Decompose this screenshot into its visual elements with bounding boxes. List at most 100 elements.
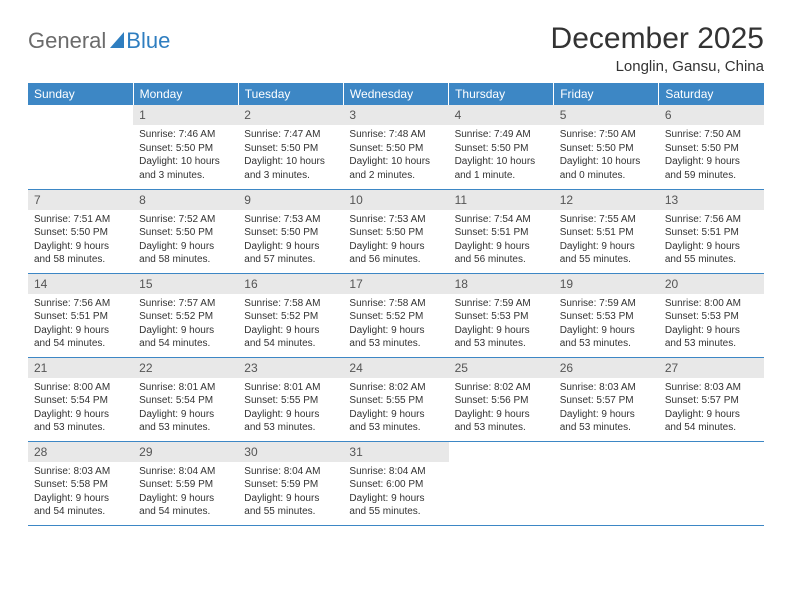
calendar-day-cell: 3Sunrise: 7:48 AMSunset: 5:50 PMDaylight… xyxy=(343,105,448,189)
calendar-day-cell: 13Sunrise: 7:56 AMSunset: 5:51 PMDayligh… xyxy=(659,189,764,273)
weekday-header: Sunday xyxy=(28,83,133,105)
day-number: 20 xyxy=(659,274,764,294)
calendar-day-cell: 20Sunrise: 8:00 AMSunset: 5:53 PMDayligh… xyxy=(659,273,764,357)
day-number: 10 xyxy=(343,190,448,210)
calendar-day-cell xyxy=(449,441,554,525)
day-number: 22 xyxy=(133,358,238,378)
calendar-day-cell: 21Sunrise: 8:00 AMSunset: 5:54 PMDayligh… xyxy=(28,357,133,441)
day-details: Sunrise: 7:59 AMSunset: 5:53 PMDaylight:… xyxy=(449,294,554,355)
calendar-table: SundayMondayTuesdayWednesdayThursdayFrid… xyxy=(28,83,764,526)
calendar-day-cell: 27Sunrise: 8:03 AMSunset: 5:57 PMDayligh… xyxy=(659,357,764,441)
calendar-week-row: 1Sunrise: 7:46 AMSunset: 5:50 PMDaylight… xyxy=(28,105,764,189)
day-number: 9 xyxy=(238,190,343,210)
day-number: 21 xyxy=(28,358,133,378)
day-details: Sunrise: 7:49 AMSunset: 5:50 PMDaylight:… xyxy=(449,125,554,186)
calendar-day-cell: 4Sunrise: 7:49 AMSunset: 5:50 PMDaylight… xyxy=(449,105,554,189)
day-number: 27 xyxy=(659,358,764,378)
weekday-header: Friday xyxy=(554,83,659,105)
weekday-header: Thursday xyxy=(449,83,554,105)
day-details: Sunrise: 8:04 AMSunset: 6:00 PMDaylight:… xyxy=(343,462,448,523)
calendar-day-cell: 18Sunrise: 7:59 AMSunset: 5:53 PMDayligh… xyxy=(449,273,554,357)
calendar-week-row: 28Sunrise: 8:03 AMSunset: 5:58 PMDayligh… xyxy=(28,441,764,525)
day-details: Sunrise: 7:58 AMSunset: 5:52 PMDaylight:… xyxy=(238,294,343,355)
location-label: Longlin, Gansu, China xyxy=(551,58,764,75)
calendar-body: 1Sunrise: 7:46 AMSunset: 5:50 PMDaylight… xyxy=(28,105,764,525)
calendar-day-cell: 19Sunrise: 7:59 AMSunset: 5:53 PMDayligh… xyxy=(554,273,659,357)
weekday-header: Tuesday xyxy=(238,83,343,105)
day-details: Sunrise: 7:58 AMSunset: 5:52 PMDaylight:… xyxy=(343,294,448,355)
calendar-day-cell: 16Sunrise: 7:58 AMSunset: 5:52 PMDayligh… xyxy=(238,273,343,357)
day-details: Sunrise: 8:01 AMSunset: 5:55 PMDaylight:… xyxy=(238,378,343,439)
day-details: Sunrise: 8:03 AMSunset: 5:57 PMDaylight:… xyxy=(554,378,659,439)
calendar-day-cell: 6Sunrise: 7:50 AMSunset: 5:50 PMDaylight… xyxy=(659,105,764,189)
calendar-day-cell: 15Sunrise: 7:57 AMSunset: 5:52 PMDayligh… xyxy=(133,273,238,357)
calendar-day-cell: 7Sunrise: 7:51 AMSunset: 5:50 PMDaylight… xyxy=(28,189,133,273)
day-details: Sunrise: 8:00 AMSunset: 5:53 PMDaylight:… xyxy=(659,294,764,355)
day-details: Sunrise: 7:56 AMSunset: 5:51 PMDaylight:… xyxy=(659,210,764,271)
calendar-page: General Blue December 2025 Longlin, Gans… xyxy=(0,0,792,548)
calendar-day-cell: 2Sunrise: 7:47 AMSunset: 5:50 PMDaylight… xyxy=(238,105,343,189)
calendar-day-cell: 26Sunrise: 8:03 AMSunset: 5:57 PMDayligh… xyxy=(554,357,659,441)
calendar-day-cell: 31Sunrise: 8:04 AMSunset: 6:00 PMDayligh… xyxy=(343,441,448,525)
day-details: Sunrise: 7:54 AMSunset: 5:51 PMDaylight:… xyxy=(449,210,554,271)
calendar-day-cell xyxy=(659,441,764,525)
day-number: 28 xyxy=(28,442,133,462)
day-details: Sunrise: 8:02 AMSunset: 5:56 PMDaylight:… xyxy=(449,378,554,439)
day-details: Sunrise: 8:03 AMSunset: 5:58 PMDaylight:… xyxy=(28,462,133,523)
calendar-week-row: 21Sunrise: 8:00 AMSunset: 5:54 PMDayligh… xyxy=(28,357,764,441)
day-details: Sunrise: 7:56 AMSunset: 5:51 PMDaylight:… xyxy=(28,294,133,355)
day-details: Sunrise: 7:48 AMSunset: 5:50 PMDaylight:… xyxy=(343,125,448,186)
day-details: Sunrise: 8:02 AMSunset: 5:55 PMDaylight:… xyxy=(343,378,448,439)
day-details: Sunrise: 8:00 AMSunset: 5:54 PMDaylight:… xyxy=(28,378,133,439)
day-number: 16 xyxy=(238,274,343,294)
day-number: 25 xyxy=(449,358,554,378)
page-header: General Blue December 2025 Longlin, Gans… xyxy=(28,22,764,75)
logo-text-general: General xyxy=(28,28,106,54)
day-number: 15 xyxy=(133,274,238,294)
day-details: Sunrise: 7:51 AMSunset: 5:50 PMDaylight:… xyxy=(28,210,133,271)
day-details: Sunrise: 7:57 AMSunset: 5:52 PMDaylight:… xyxy=(133,294,238,355)
calendar-day-cell: 17Sunrise: 7:58 AMSunset: 5:52 PMDayligh… xyxy=(343,273,448,357)
calendar-day-cell xyxy=(554,441,659,525)
day-number: 2 xyxy=(238,105,343,125)
calendar-day-cell: 22Sunrise: 8:01 AMSunset: 5:54 PMDayligh… xyxy=(133,357,238,441)
day-number: 30 xyxy=(238,442,343,462)
weekday-header: Saturday xyxy=(659,83,764,105)
calendar-day-cell xyxy=(28,105,133,189)
calendar-day-cell: 1Sunrise: 7:46 AMSunset: 5:50 PMDaylight… xyxy=(133,105,238,189)
day-number: 5 xyxy=(554,105,659,125)
day-number: 8 xyxy=(133,190,238,210)
day-number: 17 xyxy=(343,274,448,294)
day-number: 3 xyxy=(343,105,448,125)
day-number: 23 xyxy=(238,358,343,378)
day-number: 29 xyxy=(133,442,238,462)
month-title: December 2025 xyxy=(551,22,764,56)
logo: General Blue xyxy=(28,28,170,54)
calendar-header-row: SundayMondayTuesdayWednesdayThursdayFrid… xyxy=(28,83,764,105)
calendar-day-cell: 23Sunrise: 8:01 AMSunset: 5:55 PMDayligh… xyxy=(238,357,343,441)
day-details: Sunrise: 8:03 AMSunset: 5:57 PMDaylight:… xyxy=(659,378,764,439)
sail-icon xyxy=(110,32,124,48)
calendar-day-cell: 24Sunrise: 8:02 AMSunset: 5:55 PMDayligh… xyxy=(343,357,448,441)
day-number: 13 xyxy=(659,190,764,210)
day-details: Sunrise: 7:55 AMSunset: 5:51 PMDaylight:… xyxy=(554,210,659,271)
day-number: 1 xyxy=(133,105,238,125)
day-number: 19 xyxy=(554,274,659,294)
day-details: Sunrise: 7:46 AMSunset: 5:50 PMDaylight:… xyxy=(133,125,238,186)
day-details: Sunrise: 7:52 AMSunset: 5:50 PMDaylight:… xyxy=(133,210,238,271)
calendar-week-row: 14Sunrise: 7:56 AMSunset: 5:51 PMDayligh… xyxy=(28,273,764,357)
day-details: Sunrise: 8:01 AMSunset: 5:54 PMDaylight:… xyxy=(133,378,238,439)
logo-text-blue: Blue xyxy=(126,28,170,54)
calendar-day-cell: 5Sunrise: 7:50 AMSunset: 5:50 PMDaylight… xyxy=(554,105,659,189)
calendar-day-cell: 28Sunrise: 8:03 AMSunset: 5:58 PMDayligh… xyxy=(28,441,133,525)
day-number: 4 xyxy=(449,105,554,125)
calendar-day-cell: 8Sunrise: 7:52 AMSunset: 5:50 PMDaylight… xyxy=(133,189,238,273)
day-number: 24 xyxy=(343,358,448,378)
calendar-day-cell: 12Sunrise: 7:55 AMSunset: 5:51 PMDayligh… xyxy=(554,189,659,273)
day-number: 26 xyxy=(554,358,659,378)
day-number: 11 xyxy=(449,190,554,210)
day-details: Sunrise: 7:50 AMSunset: 5:50 PMDaylight:… xyxy=(554,125,659,186)
calendar-day-cell: 14Sunrise: 7:56 AMSunset: 5:51 PMDayligh… xyxy=(28,273,133,357)
day-number: 14 xyxy=(28,274,133,294)
day-details: Sunrise: 8:04 AMSunset: 5:59 PMDaylight:… xyxy=(238,462,343,523)
